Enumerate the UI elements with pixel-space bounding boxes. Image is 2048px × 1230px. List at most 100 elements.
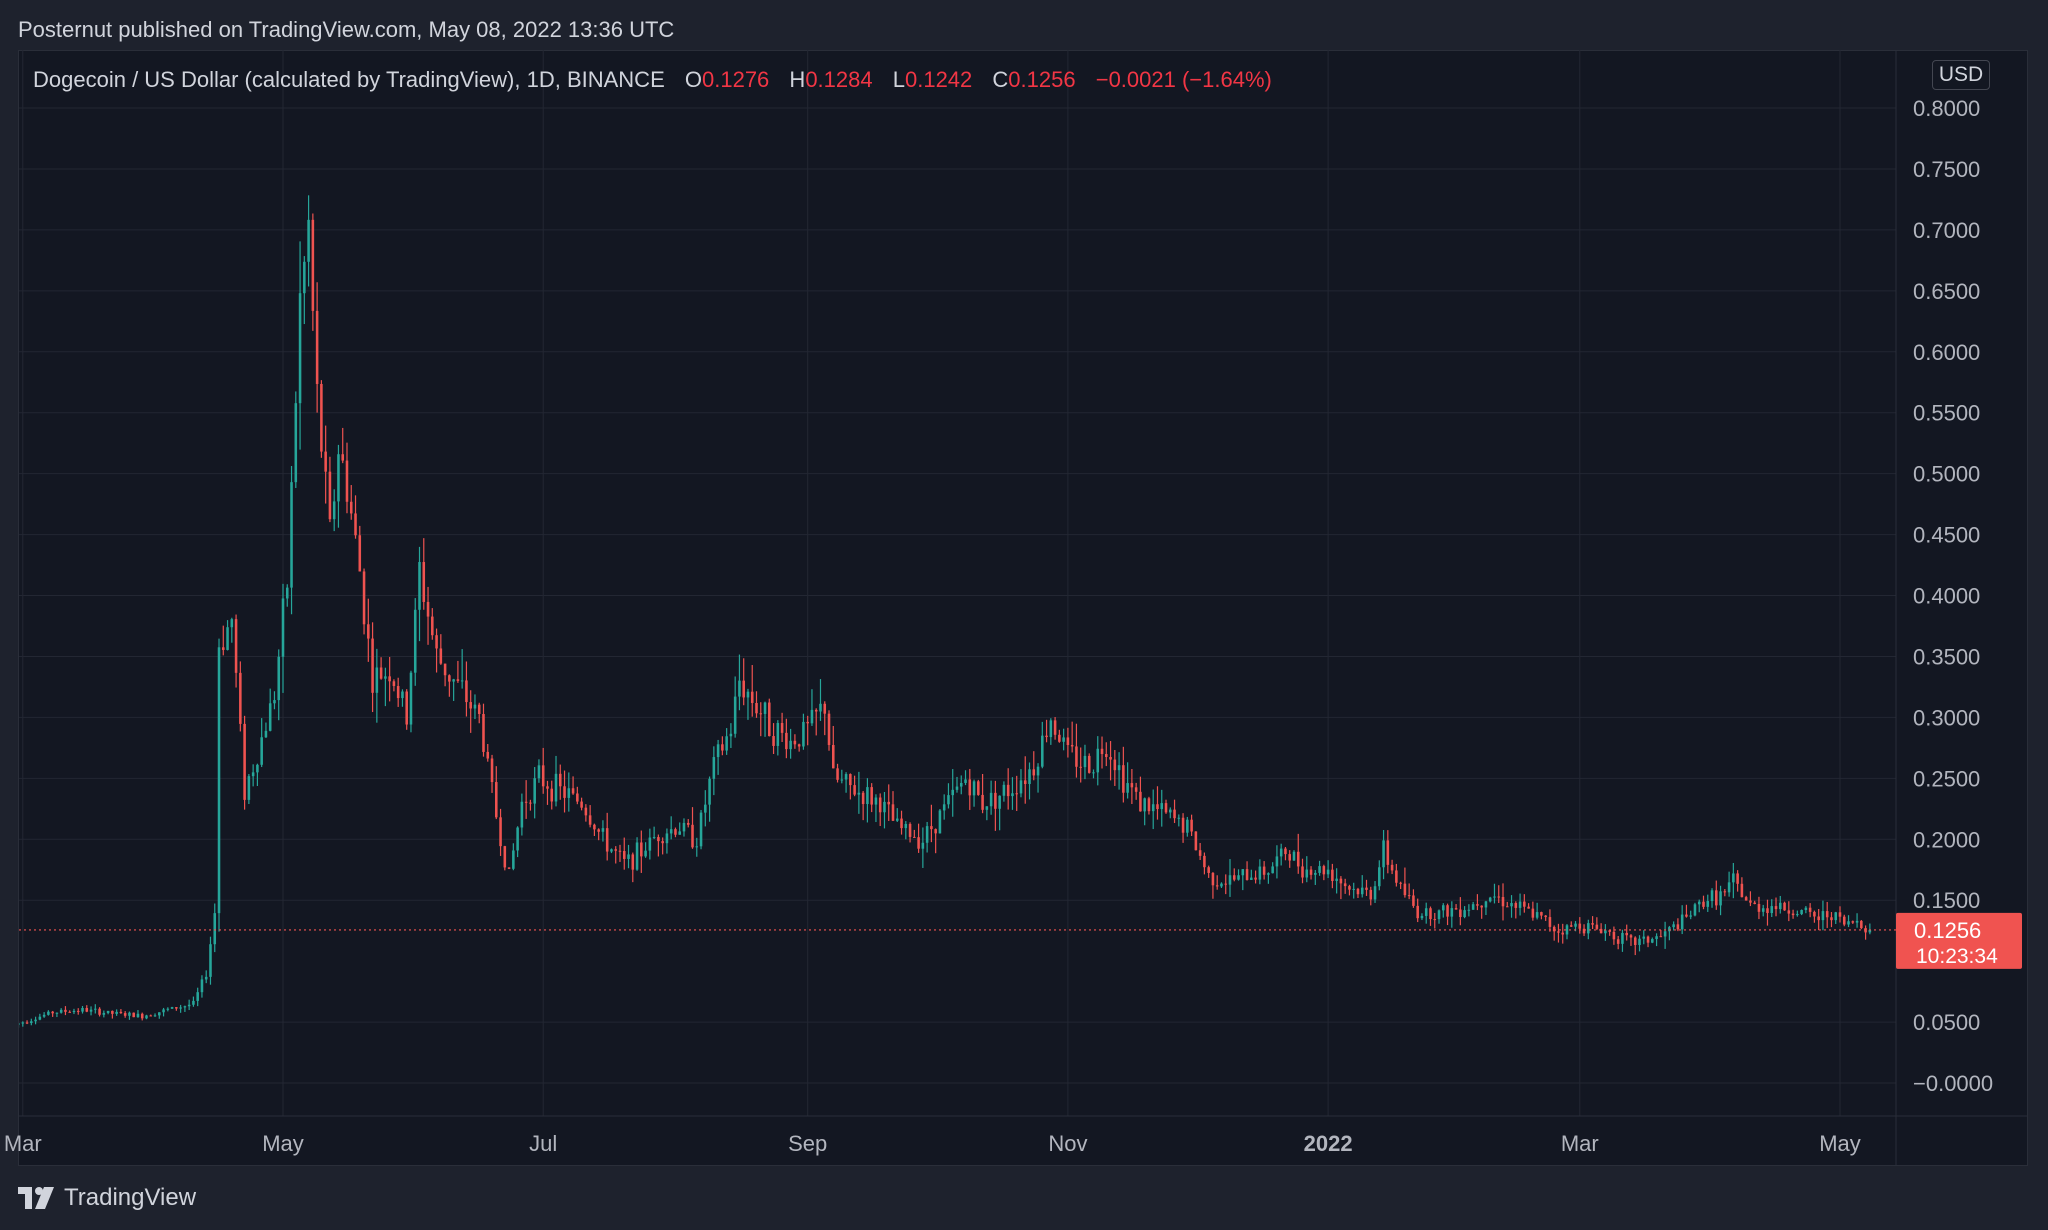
candle-body [584, 807, 588, 816]
published-caption: Posternut published on TradingView.com, … [18, 17, 675, 42]
candle-body [349, 501, 353, 514]
candle-body [972, 781, 976, 796]
candle-body [1134, 787, 1138, 792]
candle-body [1535, 912, 1539, 918]
candle-body [1190, 819, 1193, 832]
candle-body [1523, 901, 1526, 907]
candle-body [1544, 915, 1547, 918]
candle-body [968, 779, 972, 796]
candle-body [192, 1000, 195, 1005]
y-tick-label: 0.2000 [1913, 827, 1980, 852]
candle-body [145, 1015, 148, 1019]
y-tick-label: 0.7000 [1913, 218, 1980, 243]
candle-body [1326, 869, 1330, 875]
candle-body [1813, 911, 1816, 917]
candle-body [1224, 883, 1228, 885]
candle-body [431, 616, 434, 636]
candle-body [81, 1007, 84, 1012]
candle-body [793, 740, 797, 745]
currency-button[interactable]: USD [1932, 60, 1990, 90]
candle-body [1386, 840, 1390, 865]
candle-body [51, 1011, 54, 1014]
candle-body [657, 837, 660, 842]
candle-body [1058, 734, 1061, 742]
candle-body [1463, 910, 1466, 918]
candle-body [1399, 882, 1402, 884]
candle-body [89, 1009, 93, 1012]
candle-body [1177, 817, 1181, 819]
candle-body [158, 1012, 161, 1016]
candle-body [597, 829, 600, 832]
candle-body [1156, 804, 1159, 810]
candle-body [682, 822, 686, 832]
candle-body [1471, 904, 1475, 910]
candle-body [375, 667, 379, 693]
candle-body [631, 854, 635, 870]
candle-body [1557, 931, 1560, 933]
candle-body [665, 833, 669, 844]
last-price-tag[interactable] [1896, 912, 2022, 969]
candle-body [1446, 905, 1449, 917]
candle-body [94, 1008, 97, 1010]
candle-body [563, 786, 566, 798]
candle-body [959, 782, 963, 787]
candle-body [640, 842, 643, 857]
candle-body [1761, 908, 1765, 912]
candle-body [1173, 809, 1176, 819]
candle-body [797, 744, 801, 747]
candle-body [763, 702, 767, 714]
candle-body [1437, 910, 1441, 920]
candle-body [1348, 886, 1351, 890]
candle-body [362, 571, 366, 625]
candle-body [123, 1013, 127, 1016]
candle-body [1433, 919, 1437, 921]
candle-body [1804, 907, 1808, 911]
candle-body [1587, 923, 1590, 934]
candle-body [1220, 883, 1223, 887]
candle-body [1262, 866, 1266, 875]
candle-body [1574, 923, 1577, 927]
candle-body [819, 703, 822, 712]
candle-body [951, 789, 955, 796]
candle-body [780, 723, 784, 733]
candle-body [981, 794, 984, 810]
high-value: 0.1284 [805, 67, 873, 92]
candle-body [76, 1010, 80, 1012]
candle-body [558, 773, 562, 787]
candle-body [1518, 901, 1522, 908]
candle-body [1787, 910, 1791, 914]
candle-body [930, 826, 933, 830]
candle-body [849, 774, 852, 786]
candle-body [452, 679, 455, 682]
candle-body [1604, 930, 1607, 934]
candle-body [1697, 901, 1701, 905]
candle-body [1301, 866, 1304, 878]
chart-panel[interactable] [18, 50, 2028, 1166]
candle-body [136, 1013, 140, 1018]
candle-body [1834, 912, 1838, 921]
tradingview-logo[interactable]: TradingView [18, 1182, 196, 1214]
candle-body [1732, 873, 1735, 883]
candle-body [1531, 908, 1535, 918]
candle-body [1288, 854, 1291, 861]
candle-body [166, 1008, 170, 1010]
candle-body [1821, 911, 1825, 921]
header-bar [0, 0, 2048, 50]
candle-body [1676, 924, 1680, 930]
candle-body [495, 782, 498, 818]
candle-body [934, 829, 937, 834]
candle-body [1211, 872, 1215, 886]
candle-body [942, 804, 946, 811]
candle-body [439, 648, 443, 664]
candle-body [1228, 875, 1232, 885]
candle-body [1851, 921, 1855, 923]
candle-body [1126, 783, 1129, 793]
x-tick-label: Sep [788, 1131, 827, 1156]
candle-body [1100, 748, 1104, 755]
candle-body [149, 1015, 153, 1017]
tradingview-logo-icon [18, 1187, 54, 1209]
x-tick-label: May [1819, 1131, 1861, 1156]
candle-body [162, 1009, 165, 1013]
candle-body [1002, 784, 1006, 796]
